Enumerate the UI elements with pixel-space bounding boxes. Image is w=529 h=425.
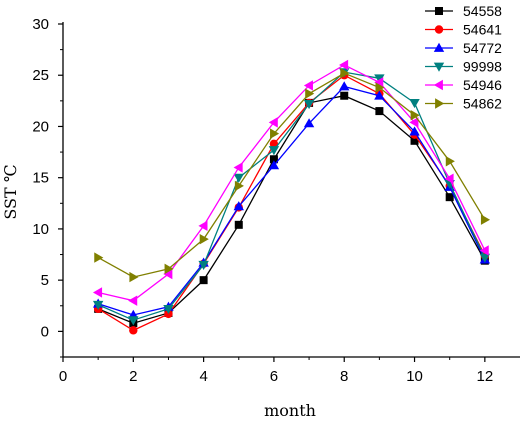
y-tick-label: 20 (32, 118, 49, 135)
series-54946 (92, 59, 489, 306)
x-tick-label: 2 (129, 368, 137, 385)
x-tick-label: 10 (406, 368, 423, 385)
series-54641 (93, 71, 490, 335)
x-tick-label: 0 (59, 368, 67, 385)
data-point (480, 214, 491, 225)
data-point (268, 117, 278, 128)
series-line (97, 71, 486, 321)
data-point (303, 100, 315, 110)
data-point (303, 118, 315, 128)
y-tick-label: 30 (32, 16, 49, 33)
data-point (409, 117, 419, 128)
data-point (163, 268, 173, 280)
data-point (340, 91, 349, 100)
data-point (374, 77, 384, 88)
data-point (233, 173, 244, 183)
data-point (198, 220, 208, 232)
data-point (199, 276, 208, 285)
series-line (97, 85, 486, 316)
x-tick-label: 8 (340, 368, 348, 385)
data-point (479, 253, 491, 263)
data-point (234, 180, 244, 192)
data-point (375, 82, 385, 93)
series-line (97, 74, 486, 332)
data-point (339, 81, 350, 91)
legend-item: 54946 (425, 77, 502, 93)
legend-label: 54772 (463, 40, 502, 56)
data-point (128, 295, 138, 306)
data-point (270, 128, 280, 139)
legend-label: 99998 (463, 59, 502, 75)
legend-marker (433, 79, 443, 91)
data-point (374, 90, 385, 100)
y-axis-label: SST ℃ (1, 164, 20, 219)
x-tick-label: 6 (270, 368, 278, 385)
series-54862 (94, 67, 491, 283)
data-point (444, 173, 454, 184)
series-line (97, 72, 486, 278)
data-point (92, 300, 104, 310)
data-point (268, 160, 280, 170)
series-line (97, 95, 486, 324)
data-point (340, 67, 350, 79)
legend-item: 54558 (425, 3, 502, 19)
series-54772 (92, 81, 491, 319)
data-point (92, 287, 103, 298)
legend-marker (435, 7, 443, 15)
legend-label: 54862 (463, 96, 502, 112)
data-point (339, 59, 349, 71)
data-point (234, 220, 243, 229)
data-point (305, 88, 315, 99)
x-tick-label: 12 (477, 368, 494, 385)
y-tick-label: 25 (32, 67, 49, 84)
legend-marker (433, 62, 445, 72)
axis-ticks: 0 2 4 6 8 10 12 0 5 10 15 20 25 30 (32, 16, 493, 385)
x-axis-label: month (264, 401, 316, 420)
legend-item: 54862 (425, 96, 502, 112)
data-point (268, 146, 280, 156)
legend-item: 99998 (425, 59, 502, 75)
data-point (233, 162, 243, 173)
x-tick-label: 4 (199, 368, 207, 385)
y-tick-label: 10 (32, 221, 49, 238)
data-point (269, 139, 279, 149)
data-point (164, 263, 174, 275)
data-point (374, 74, 385, 84)
legend-marker (434, 25, 444, 34)
data-point (445, 193, 454, 202)
series-layer (92, 59, 491, 335)
y-tick-label: 15 (32, 170, 49, 187)
y-tick-label: 0 (41, 323, 49, 340)
legend-label: 54558 (463, 3, 502, 19)
data-point (375, 107, 384, 116)
data-point (410, 136, 419, 145)
data-point (409, 98, 420, 109)
data-point (409, 126, 420, 136)
data-point (163, 304, 174, 315)
data-point (445, 156, 455, 167)
y-tick-label: 5 (41, 272, 49, 289)
legend-item: 54772 (425, 40, 502, 56)
data-point (233, 201, 244, 211)
data-point (128, 316, 139, 326)
legend-marker (435, 98, 445, 109)
data-point (303, 80, 313, 91)
data-point (269, 155, 278, 164)
data-point (129, 271, 139, 283)
data-point (410, 109, 420, 121)
data-point (198, 260, 209, 270)
data-point (479, 245, 489, 256)
data-point (129, 326, 138, 335)
legend-label: 54641 (463, 22, 502, 38)
legend: 54558 54641 54772 99998 54946 54862 (425, 3, 502, 112)
legend-label: 54946 (463, 77, 502, 93)
legend-marker (433, 42, 445, 52)
axes (62, 22, 520, 358)
legend-item: 54641 (425, 22, 502, 38)
data-point (94, 252, 104, 263)
data-point (199, 233, 209, 245)
series-line (98, 64, 486, 302)
